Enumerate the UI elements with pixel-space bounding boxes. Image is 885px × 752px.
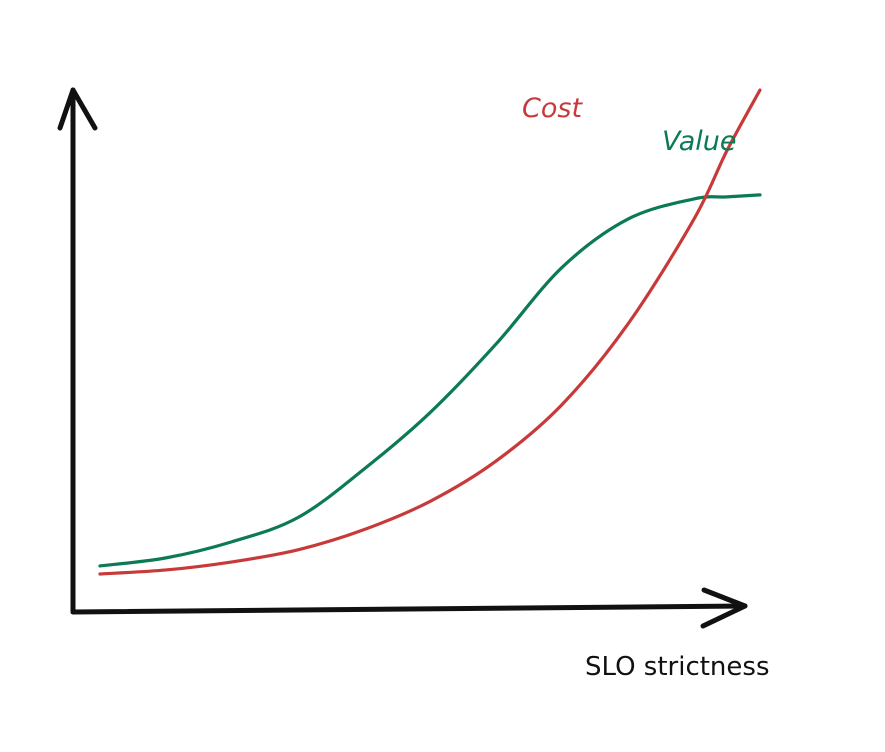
series-line-value <box>98 193 762 568</box>
x-axis-label: SLO strictness <box>585 652 770 682</box>
series-label-value: Value <box>662 126 737 157</box>
series-line-cost <box>98 88 762 576</box>
x-axis <box>70 587 748 629</box>
series-label-cost: Cost <box>522 93 583 124</box>
series-layer <box>98 88 762 576</box>
y-axis-arrowhead <box>57 87 98 131</box>
x-axis-arrowhead <box>700 587 748 629</box>
y-axis <box>57 87 98 615</box>
x-axis-line <box>70 603 748 615</box>
